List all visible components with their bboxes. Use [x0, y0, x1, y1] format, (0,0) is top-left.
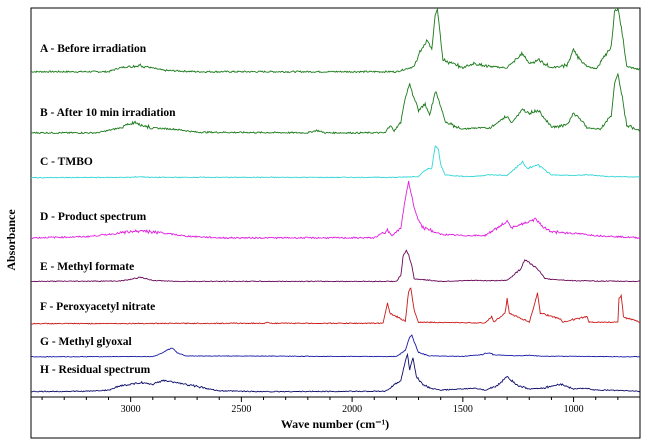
- series-label-d: D - Product spectrum: [40, 211, 147, 223]
- x-tick-label: 2500: [231, 404, 251, 415]
- series-label-c: C - TMBO: [40, 156, 93, 168]
- x-tick-label: 2000: [342, 404, 362, 415]
- series-label-a: A - Before irradiation: [40, 43, 147, 55]
- series-labels: A - Before irradiation B - After 10 min i…: [40, 43, 176, 376]
- series-line-f: [30, 287, 641, 325]
- x-tick-label: 1000: [564, 404, 584, 415]
- y-axis-title: Absorbance: [4, 209, 18, 271]
- plot-frame: [30, 7, 641, 439]
- series-label-b: B - After 10 min irradiation: [40, 107, 176, 119]
- series-label-g: G - Methyl glyoxal: [40, 336, 132, 348]
- series-line-h: [30, 352, 641, 393]
- series-line-g: [30, 334, 640, 358]
- spectra-traces: [30, 6, 641, 393]
- series-line-e: [30, 249, 641, 283]
- series-label-h: H - Residual spectrum: [40, 364, 151, 376]
- series-line-c: [30, 145, 641, 179]
- x-tick-label: 1500: [453, 404, 473, 415]
- series-label-f: F - Peroxyacetyl nitrate: [40, 301, 155, 313]
- x-axis-ticks: 3000 2500 2000 1500 1000: [41, 397, 641, 415]
- x-tick-label: 3000: [121, 404, 141, 415]
- x-axis-title: Wave number (cm⁻¹): [281, 417, 389, 431]
- series-line-d: [30, 180, 641, 240]
- series-line-a: [30, 6, 641, 74]
- series-label-e: E - Methyl formate: [40, 261, 134, 273]
- series-line-b: [30, 72, 641, 135]
